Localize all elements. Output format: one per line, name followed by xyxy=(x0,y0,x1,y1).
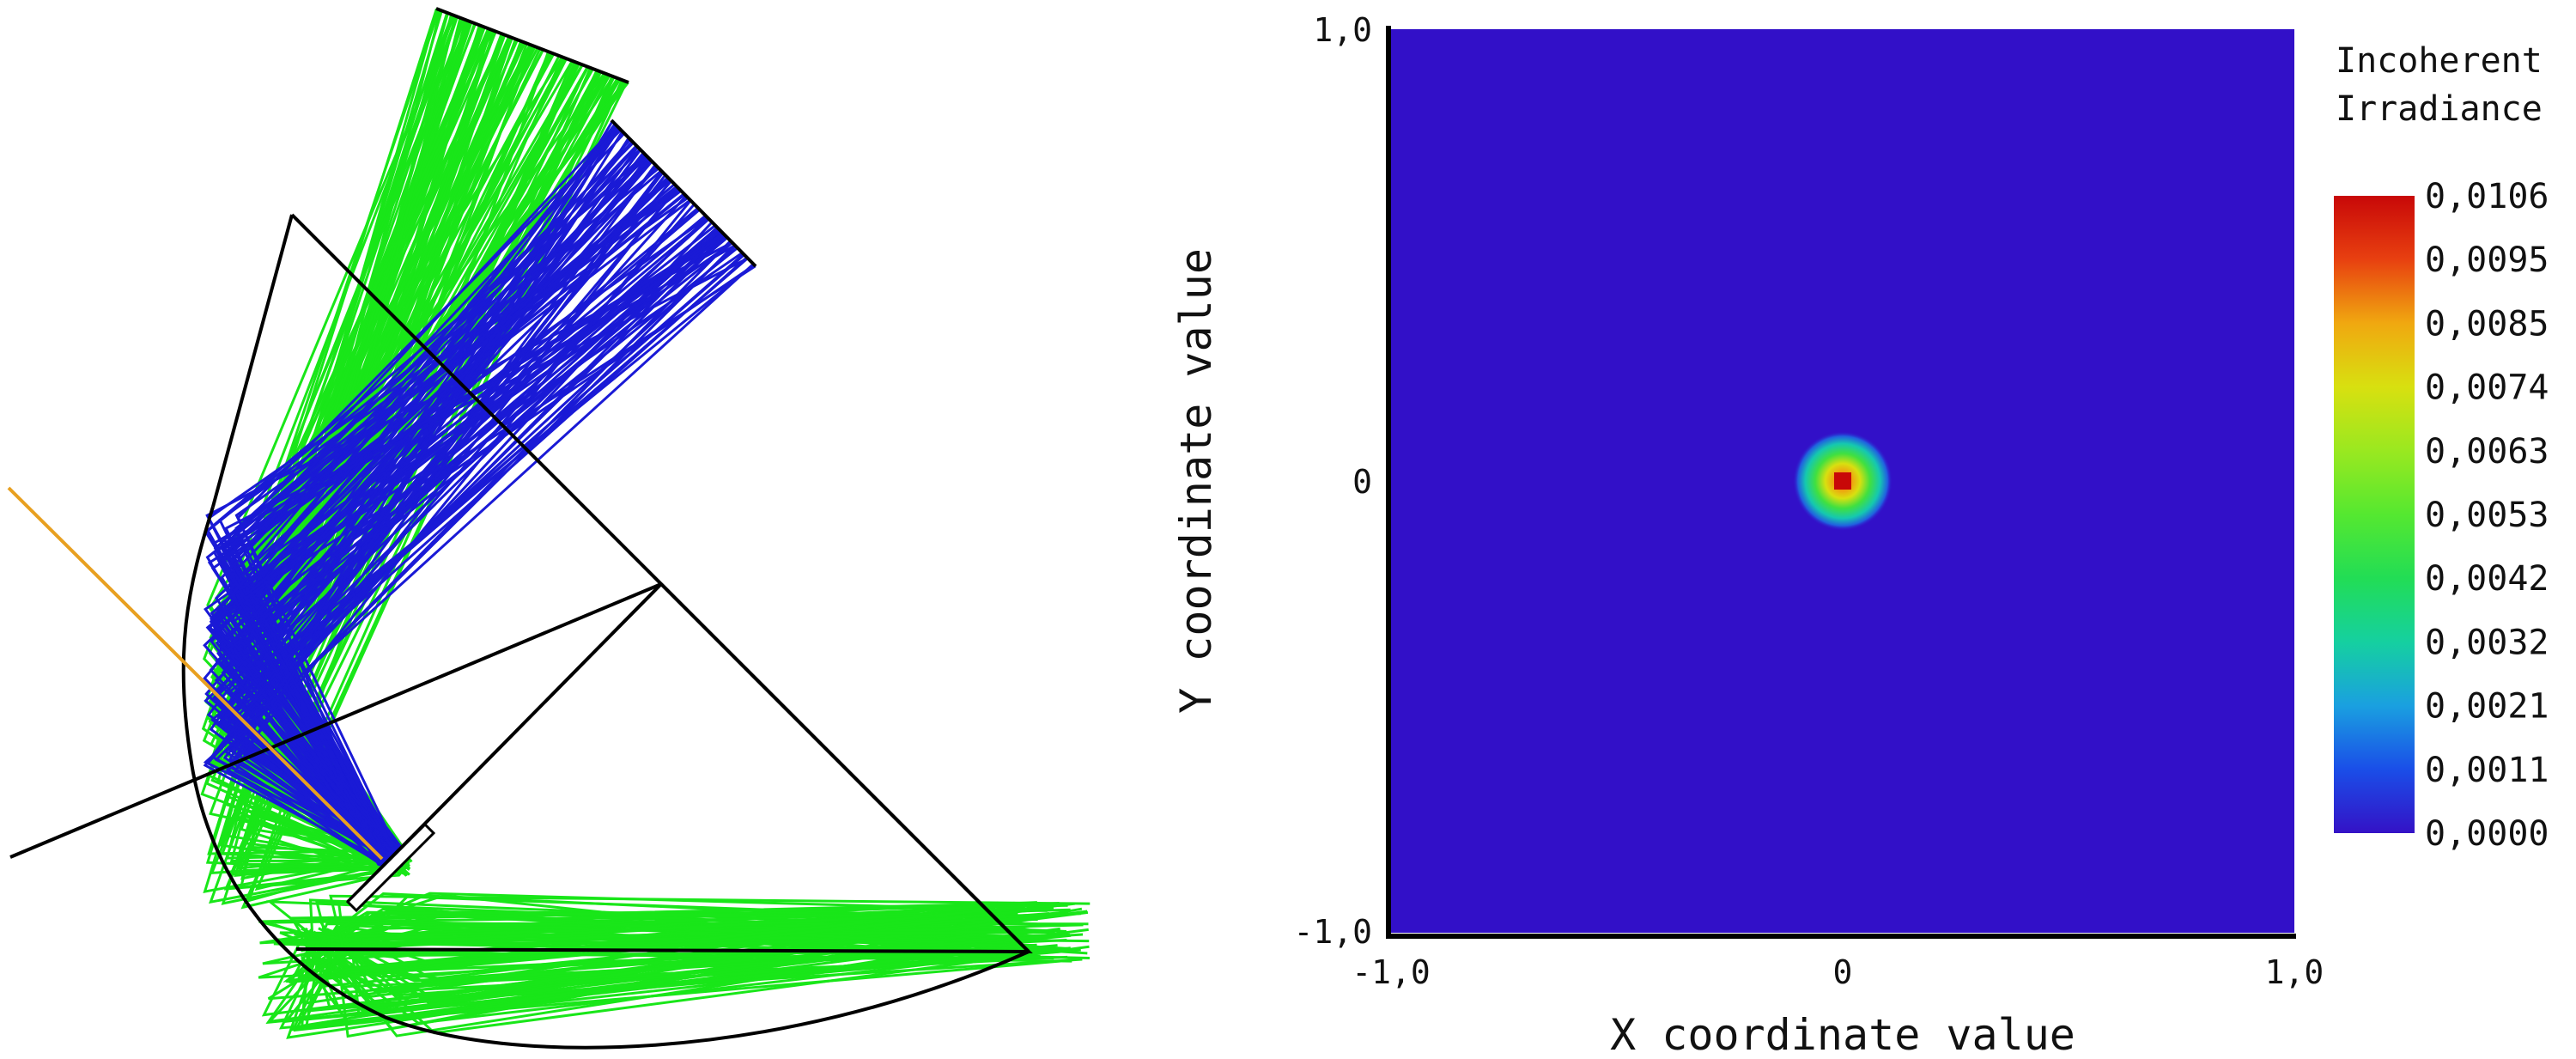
green-ray xyxy=(209,33,503,854)
x-tick-left: -1,0 xyxy=(1352,953,1431,991)
x-tick-mid: 0 xyxy=(1833,953,1853,991)
blue-ray xyxy=(234,197,690,861)
blue-ray xyxy=(234,125,619,848)
colorbar-tick-label: 0,0095 xyxy=(2425,240,2549,280)
colorbar-tick-label: 0,0085 xyxy=(2425,304,2549,344)
ray-trace-diagram xyxy=(7,7,1091,1050)
green-ray xyxy=(305,910,1002,1013)
green-ray xyxy=(317,910,1027,943)
colorbar-tick-label: 0,0106 xyxy=(2425,177,2549,216)
y-tick-top: 1,0 xyxy=(1313,11,1372,49)
green-ray xyxy=(317,909,1005,945)
colorbar-tick-label: 0,0063 xyxy=(2425,432,2549,472)
blue-ray xyxy=(209,157,651,851)
blue-ray xyxy=(203,170,663,865)
colorbar-tick-label: 0,0053 xyxy=(2425,496,2549,535)
blue-ray xyxy=(232,160,653,868)
blue-ray xyxy=(220,144,638,850)
colorbar-title-line-2: Irradiance xyxy=(2336,89,2543,129)
colorbar-tick-labels: 0,0106 0,0095 0,0085 0,0074 0,0063 0,0053 0,00… xyxy=(2425,177,2549,854)
irradiance-peak xyxy=(1834,472,1851,490)
mirror-upper-rim xyxy=(211,214,294,508)
green-ray xyxy=(329,894,1091,946)
y-tick-bottom: -1,0 xyxy=(1293,913,1372,951)
aperture-edge-green xyxy=(435,7,629,84)
aperture-line xyxy=(9,582,662,859)
blue-ray xyxy=(226,228,720,855)
parabolic-mirror xyxy=(181,506,1030,1050)
blue-ray xyxy=(215,245,737,852)
green-ray xyxy=(265,910,1088,1024)
green-ray xyxy=(273,940,1004,947)
blue-ray xyxy=(221,232,725,862)
irradiance-heatmap: 1,0 0 -1,0 -1,0 0 1,0 X coordinate value… xyxy=(1171,11,2324,1059)
colorbar-title-line-1: Incoherent xyxy=(2336,41,2543,81)
optical-axis xyxy=(7,486,384,861)
blue-ray xyxy=(204,216,709,853)
blue-ray xyxy=(224,257,749,849)
green-ray xyxy=(289,907,1054,984)
green-ray xyxy=(344,914,1060,951)
aperture-edge-blue xyxy=(610,119,757,268)
colorbar-tick-label: 0,0074 xyxy=(2425,368,2549,408)
colorbar-tick-label: 0,0011 xyxy=(2425,751,2549,790)
colorbar-tick-label: 0,0000 xyxy=(2425,814,2549,854)
colorbar-tick-label: 0,0021 xyxy=(2425,687,2549,727)
colorbar-gradient xyxy=(2334,196,2415,833)
green-ray xyxy=(321,941,1038,982)
colorbar: Incoherent Irradiance 0,0106 0,0095 0,0085… xyxy=(2334,41,2549,854)
detector-plate xyxy=(345,822,436,913)
blue-ray xyxy=(203,263,755,860)
y-axis-label: Y coordinate value xyxy=(1171,248,1221,714)
x-tick-right: 1,0 xyxy=(2265,953,2324,991)
blue-ray xyxy=(231,241,733,858)
blue-ray xyxy=(221,183,676,848)
blue-ray xyxy=(229,199,692,861)
colorbar-tick-label: 0,0042 xyxy=(2425,559,2549,599)
colorbar-tick-label: 0,0032 xyxy=(2425,623,2549,662)
green-ray xyxy=(278,928,1061,1030)
green-ray xyxy=(285,903,1048,983)
y-tick-mid: 0 xyxy=(1352,463,1372,501)
x-axis-label: X coordinate value xyxy=(1610,1010,2075,1059)
